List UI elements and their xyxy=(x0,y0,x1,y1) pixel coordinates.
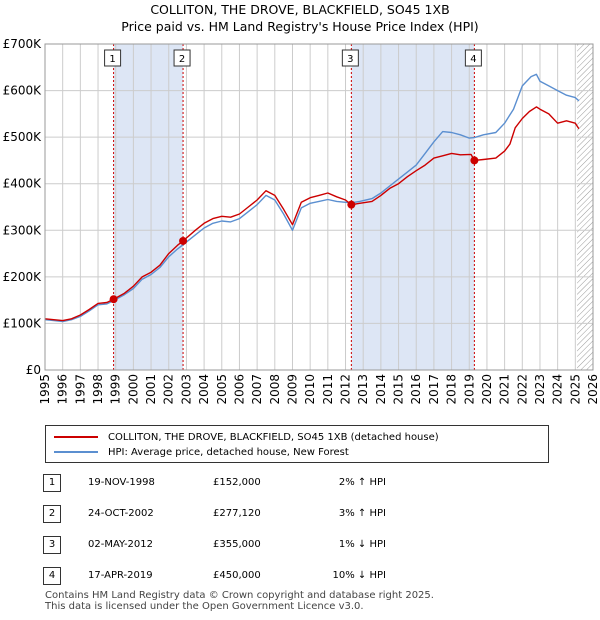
transaction-row: 4 17-APR-2019 £450,000 10% ↓ HPI xyxy=(0,567,600,587)
sale-point xyxy=(179,236,188,245)
transaction-price: £277,120 xyxy=(213,508,261,519)
transaction-row: 1 19-NOV-1998 £152,000 2% ↑ HPI xyxy=(0,474,600,494)
x-tick-label: 2001 xyxy=(144,374,158,405)
x-tick-label: 2019 xyxy=(462,374,476,405)
legend-item-price: COLLITON, THE DROVE, BLACKFIELD, SO45 1X… xyxy=(54,430,439,444)
sale-label-box xyxy=(341,49,359,67)
x-tick-label: 2005 xyxy=(215,374,229,405)
sale-point xyxy=(109,295,118,304)
transaction-hpi: 3% ↑ HPI xyxy=(338,508,386,519)
plot-frame xyxy=(44,43,594,371)
y-tick-label: £400K xyxy=(3,177,43,191)
transaction-date: 19-NOV-1998 xyxy=(88,477,155,488)
sale-point xyxy=(470,156,479,165)
x-tick-label: 2020 xyxy=(480,374,494,405)
x-tick-label: 2024 xyxy=(551,374,565,405)
transaction-number: 1 xyxy=(43,474,61,492)
price-chart: 1 2 3 4 £0 £100K £200K £300K £400K £500K £600K £70… xyxy=(3,37,600,405)
x-tick-label: 2006 xyxy=(232,374,246,405)
chart-title-line2: Price paid vs. HM Land Registry's House … xyxy=(121,19,479,34)
y-tick-label: £200K xyxy=(3,270,43,284)
transaction-date: 17-APR-2019 xyxy=(88,570,153,581)
legend: COLLITON, THE DROVE, BLACKFIELD, SO45 1X… xyxy=(45,425,549,463)
transaction-row: 2 24-OCT-2002 £277,120 3% ↑ HPI xyxy=(0,505,600,525)
transaction-price: £152,000 xyxy=(213,477,261,488)
y-tick-label: £700K xyxy=(3,37,43,51)
transaction-number: 2 xyxy=(43,505,61,523)
transaction-price: £450,000 xyxy=(213,570,261,581)
x-tick-label: 2011 xyxy=(321,374,335,405)
footer-copyright: Contains HM Land Registry data © Crown c… xyxy=(45,590,434,601)
ownership-shade xyxy=(113,44,184,370)
x-tick-label: 2015 xyxy=(392,374,406,405)
x-tick-label: 2023 xyxy=(533,374,547,405)
x-tick-label: 2016 xyxy=(409,374,423,405)
x-tick-label: 2014 xyxy=(374,374,388,405)
sale-label: 3 xyxy=(347,54,353,65)
y-tick-label: £500K xyxy=(3,130,43,144)
sale-label-box xyxy=(464,49,482,67)
transaction-price: £355,000 xyxy=(213,539,261,550)
x-tick-label: 2012 xyxy=(339,374,353,405)
y-tick-label: £100K xyxy=(3,316,43,330)
chart-title-line1: COLLITON, THE DROVE, BLACKFIELD, SO45 1X… xyxy=(150,2,450,17)
x-tick-label: 1996 xyxy=(56,374,70,405)
legend-price-swatch xyxy=(54,436,98,438)
legend-price-label: COLLITON, THE DROVE, BLACKFIELD, SO45 1X… xyxy=(108,431,439,443)
x-tick-label: 2004 xyxy=(197,374,211,405)
sale-label: 2 xyxy=(179,54,185,65)
x-tick-label: 2013 xyxy=(356,374,370,405)
x-tick-label: 2022 xyxy=(515,374,529,405)
x-tick-label: 1995 xyxy=(38,374,52,405)
x-tick-label: 2002 xyxy=(162,374,176,405)
x-tick-label: 2008 xyxy=(268,374,282,405)
y-tick-label: £0 xyxy=(26,363,41,377)
legend-hpi-label: HPI: Average price, detached house, New … xyxy=(108,446,349,458)
transaction-hpi: 10% ↓ HPI xyxy=(332,570,386,581)
x-tick-label: 2007 xyxy=(250,374,264,405)
sale-label-box xyxy=(173,49,191,67)
transaction-hpi: 2% ↑ HPI xyxy=(338,477,386,488)
y-tick-label: £600K xyxy=(3,84,43,98)
x-tick-label: 1998 xyxy=(91,374,105,405)
x-tick-label: 2026 xyxy=(586,374,600,405)
x-tick-label: 2025 xyxy=(568,374,582,405)
x-tick-label: 2009 xyxy=(285,374,299,405)
footer-licence: This data is licensed under the Open Gov… xyxy=(45,601,364,612)
sale-point xyxy=(347,200,356,209)
sale-label: 1 xyxy=(109,54,115,65)
x-tick-label: 1997 xyxy=(73,374,87,405)
transaction-row: 3 02-MAY-2012 £355,000 1% ↓ HPI xyxy=(0,536,600,556)
x-tick-label: 2003 xyxy=(179,374,193,405)
x-tick-label: 2018 xyxy=(445,374,459,405)
transaction-date: 02-MAY-2012 xyxy=(88,539,154,550)
x-tick-label: 2010 xyxy=(303,374,317,405)
sale-label: 4 xyxy=(470,54,476,65)
x-tick-label: 2017 xyxy=(427,374,441,405)
x-tick-label: 1999 xyxy=(109,374,123,405)
footer: Contains HM Land Registry data © Crown c… xyxy=(45,590,434,612)
forecast-hatch xyxy=(577,44,593,370)
transaction-hpi: 1% ↓ HPI xyxy=(338,539,386,550)
price-paid-line xyxy=(44,106,580,322)
hpi-line xyxy=(44,73,580,323)
y-tick-label: £300K xyxy=(3,223,43,237)
x-tick-label: 2021 xyxy=(498,374,512,405)
legend-item-hpi: HPI: Average price, detached house, New … xyxy=(54,445,349,459)
legend-hpi-swatch xyxy=(54,451,98,453)
sale-label-box xyxy=(104,49,122,67)
transaction-date: 24-OCT-2002 xyxy=(88,508,154,519)
x-tick-label: 2000 xyxy=(126,374,140,405)
transaction-number: 3 xyxy=(43,536,61,554)
ownership-shade xyxy=(351,44,475,370)
transaction-number: 4 xyxy=(43,567,61,585)
